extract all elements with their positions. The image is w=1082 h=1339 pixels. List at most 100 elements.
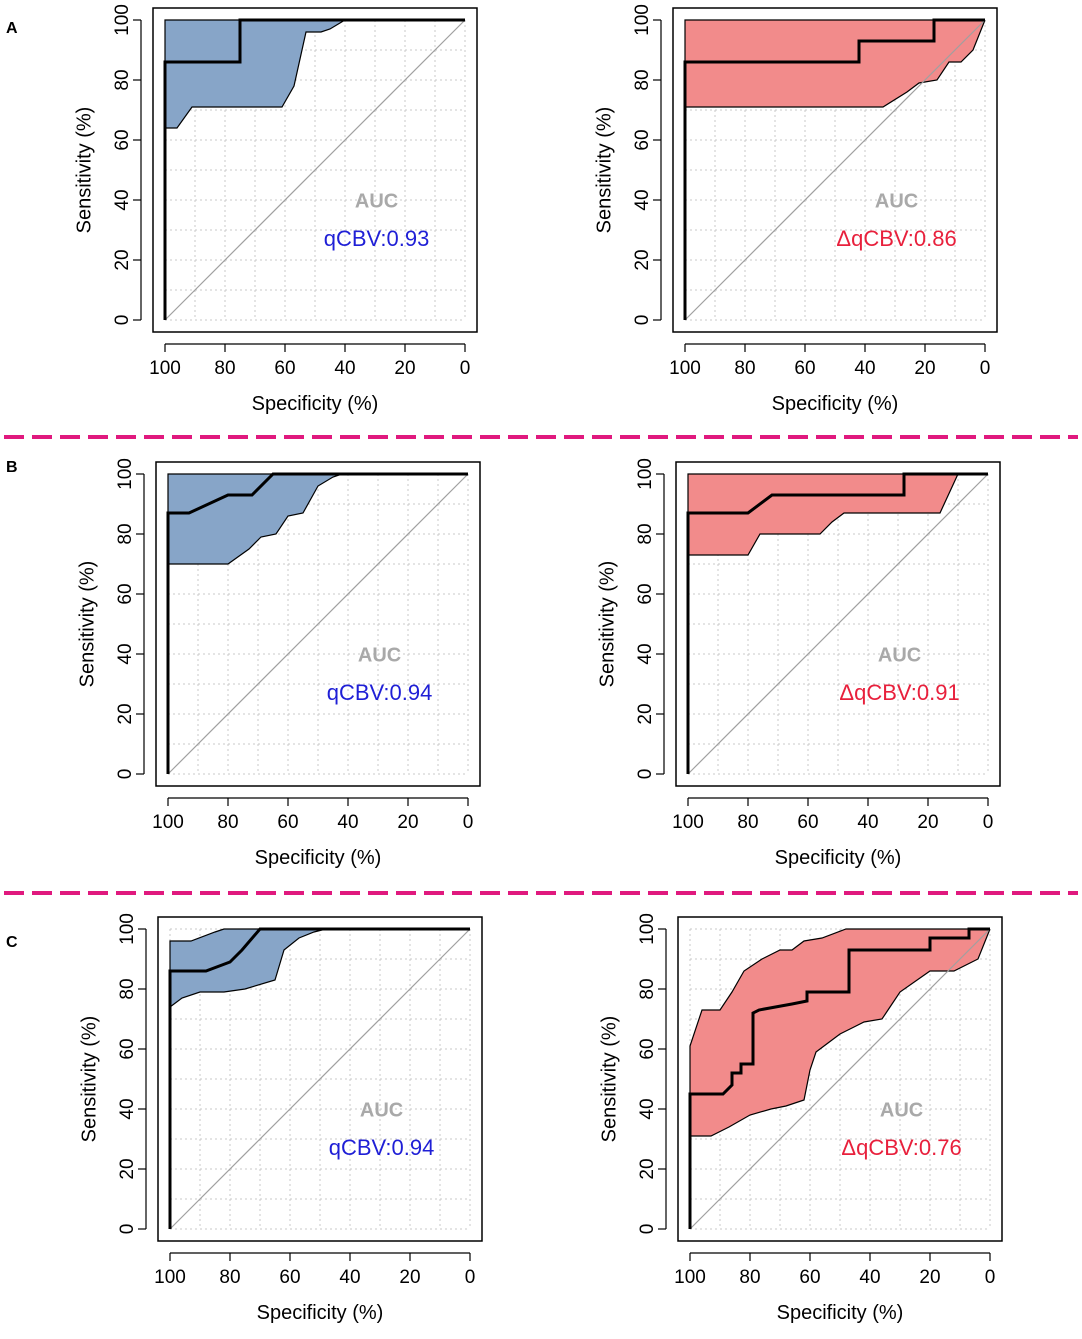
roc-curve [166, 472, 468, 774]
chart-2: 100 80 60 40 20 0 Specificity (%) 0 20 40 60 80 100 S… [593, 4, 998, 415]
x-tick-label: 40 [859, 1267, 880, 1288]
chart-1: 100 80 60 40 20 0 Specificity (%) 0 20 40 60 80 100 S… [73, 4, 478, 415]
y-tick-label: 0 [637, 1224, 658, 1235]
diagonal-line [169, 928, 471, 1230]
roc-curve [686, 472, 988, 774]
x-tick-label: 20 [917, 812, 938, 833]
ci-lower-line [169, 928, 470, 1008]
x-tick-label: 40 [337, 812, 358, 833]
chart-5: 100 80 60 40 20 0 Specificity (%) 0 20 40 60 80 100 S… [78, 913, 483, 1324]
x-axis-title: Specificity (%) [775, 847, 902, 869]
x-tick-label: 20 [914, 358, 935, 379]
y-tick-label: 20 [115, 703, 136, 724]
auc-value: ΔqCBV:0.76 [841, 1135, 961, 1160]
panel-label-b: B [6, 459, 18, 476]
diagonal-line [689, 928, 991, 1230]
x-axis-title: Specificity (%) [777, 1302, 904, 1324]
y-tick-label: 60 [112, 129, 133, 150]
auc-value: qCBV:0.94 [329, 1135, 435, 1160]
auc-title: AUC [355, 190, 398, 212]
y-tick-label: 60 [115, 583, 136, 604]
y-tick-label: 0 [117, 1224, 138, 1235]
plot-frame [677, 916, 1003, 1242]
diagonal-line [164, 19, 466, 321]
x-tick-label: 80 [739, 1267, 760, 1288]
y-tick-label: 100 [637, 913, 658, 945]
x-axis-title: Specificity (%) [257, 1302, 384, 1324]
charts-layer: 100 80 60 40 20 0 Specificity (%) 0 20 40 60 80 100 S… [73, 4, 1003, 1324]
y-tick-label: 100 [632, 4, 653, 36]
y-tick-label: 80 [112, 69, 133, 90]
auc-value: ΔqCBV:0.86 [836, 226, 956, 251]
x-tick-label: 20 [399, 1267, 420, 1288]
chart-3: 100 80 60 40 20 0 Specificity (%) 0 20 40 60 80 100 S… [76, 458, 481, 869]
auc-title: AUC [875, 190, 918, 212]
y-axis-title: Sensitivity (%) [596, 561, 618, 688]
ci-lower-line [165, 19, 465, 129]
ci-lower-line [690, 928, 991, 1137]
x-tick-label: 40 [334, 358, 355, 379]
plot-frame [155, 461, 481, 787]
x-tick-label: 0 [983, 812, 994, 833]
y-axis-title: Sensitivity (%) [73, 107, 95, 234]
x-tick-label: 100 [669, 358, 701, 379]
y-tick-label: 0 [635, 769, 656, 780]
diagonal-line [687, 473, 989, 775]
x-tick-label: 100 [149, 358, 181, 379]
auc-value: ΔqCBV:0.91 [839, 680, 959, 705]
x-tick-label: 80 [734, 358, 755, 379]
ci-band [688, 474, 988, 555]
y-tick-label: 80 [637, 978, 658, 999]
y-tick-label: 20 [632, 249, 653, 270]
y-tick-label: 40 [117, 1098, 138, 1119]
y-tick-label: 40 [112, 189, 133, 210]
x-tick-label: 60 [279, 1267, 300, 1288]
y-tick-label: 20 [635, 703, 656, 724]
x-tick-label: 60 [799, 1267, 820, 1288]
roc-curve [163, 18, 465, 320]
x-axis-title: Specificity (%) [255, 847, 382, 869]
roc-curve [688, 927, 990, 1229]
x-tick-label: 80 [214, 358, 235, 379]
x-tick-label: 0 [460, 358, 471, 379]
y-axis-title: Sensitivity (%) [78, 1016, 100, 1143]
x-tick-label: 60 [277, 812, 298, 833]
auc-title: AUC [880, 1099, 923, 1121]
panel-label-a: A [6, 20, 18, 37]
y-tick-label: 100 [635, 458, 656, 490]
auc-title: AUC [358, 644, 401, 666]
y-tick-label: 0 [112, 315, 133, 326]
y-axis-title: Sensitivity (%) [593, 107, 615, 234]
plot-frame [157, 916, 483, 1242]
x-tick-label: 20 [919, 1267, 940, 1288]
y-axis-title: Sensitivity (%) [598, 1016, 620, 1143]
y-tick-label: 20 [112, 249, 133, 270]
auc-title: AUC [360, 1099, 403, 1121]
y-tick-label: 80 [635, 523, 656, 544]
x-tick-label: 80 [217, 812, 238, 833]
y-tick-label: 40 [637, 1098, 658, 1119]
y-tick-label: 80 [117, 978, 138, 999]
x-tick-label: 60 [274, 358, 295, 379]
y-tick-label: 60 [637, 1038, 658, 1059]
plot-frame [675, 461, 1001, 787]
y-tick-label: 80 [632, 69, 653, 90]
ci-lower-line [168, 473, 468, 565]
ci-band [690, 929, 990, 1136]
ci-upper-line [689, 928, 990, 1136]
x-tick-label: 20 [397, 812, 418, 833]
y-tick-label: 100 [117, 913, 138, 945]
ci-lower-line [685, 19, 986, 108]
plot-frame [672, 7, 998, 333]
x-tick-label: 40 [339, 1267, 360, 1288]
x-axis-title: Specificity (%) [772, 393, 899, 415]
x-tick-label: 40 [857, 812, 878, 833]
y-tick-label: 40 [632, 189, 653, 210]
x-tick-label: 20 [394, 358, 415, 379]
x-tick-label: 80 [737, 812, 758, 833]
y-tick-label: 100 [112, 4, 133, 36]
y-tick-label: 80 [115, 523, 136, 544]
y-tick-label: 60 [117, 1038, 138, 1059]
x-tick-label: 80 [219, 1267, 240, 1288]
